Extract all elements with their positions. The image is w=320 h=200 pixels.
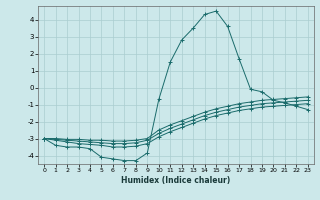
- X-axis label: Humidex (Indice chaleur): Humidex (Indice chaleur): [121, 176, 231, 185]
